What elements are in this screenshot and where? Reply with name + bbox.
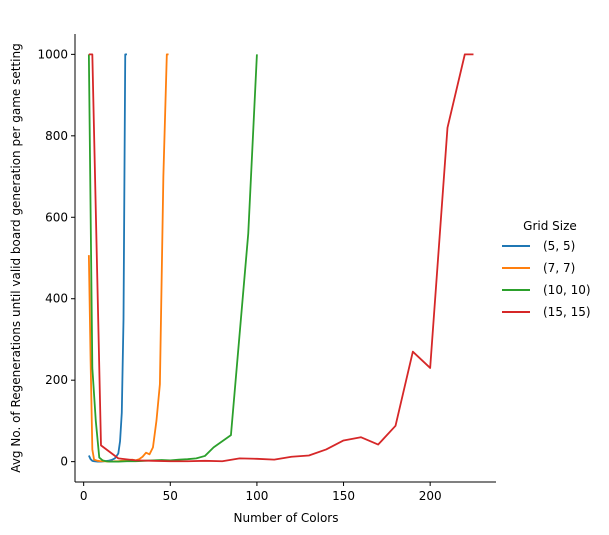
y-tick-label: 400 [45, 292, 68, 306]
y-axis-ticks: 0 200 400 600 800 1000 [37, 47, 75, 469]
legend-label-3: (10, 10) [543, 283, 591, 297]
x-axis-ticks: 0 50 100 150 200 [80, 482, 442, 503]
legend: Grid Size (5, 5) (7, 7) (10, 10) (15, 15) [502, 219, 591, 319]
series-line-3 [87, 54, 258, 463]
x-tick-label: 50 [163, 489, 178, 503]
y-tick-label: 0 [60, 455, 68, 469]
y-tick-label: 1000 [37, 47, 68, 61]
x-tick-label: 0 [80, 489, 88, 503]
legend-label-4: (15, 15) [543, 305, 591, 319]
x-tick-label: 150 [332, 489, 355, 503]
x-axis-title: Number of Colors [234, 511, 339, 525]
y-tick-label: 200 [45, 373, 68, 387]
series-line-1 [88, 53, 127, 463]
legend-label-1: (5, 5) [543, 239, 575, 253]
y-tick-label: 600 [45, 210, 68, 224]
x-tick-label: 100 [245, 489, 268, 503]
x-tick-label: 200 [419, 489, 442, 503]
legend-title: Grid Size [523, 219, 577, 233]
y-tick-label: 800 [45, 129, 68, 143]
series-line-4 [88, 53, 474, 463]
plot-series-group [87, 53, 474, 463]
legend-label-2: (7, 7) [543, 261, 575, 275]
y-axis-title: Avg No. of Regenerations until valid boa… [9, 43, 23, 472]
